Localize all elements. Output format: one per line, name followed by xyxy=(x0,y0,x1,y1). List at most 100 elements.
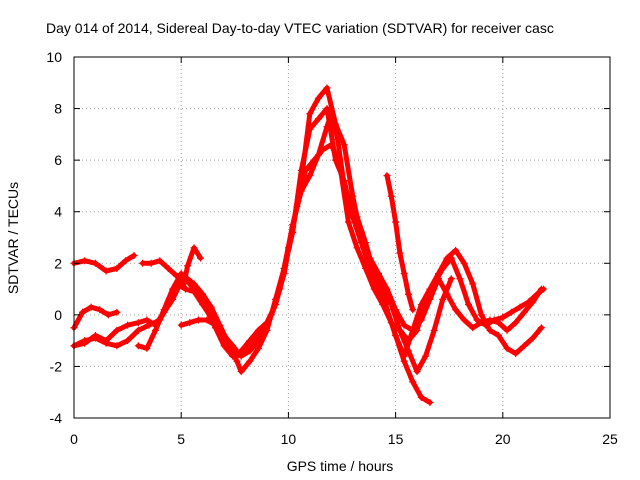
data-point-marker xyxy=(184,262,192,270)
data-point-marker xyxy=(310,156,318,164)
data-point-marker xyxy=(91,334,99,342)
data-point-marker xyxy=(220,342,228,350)
data-point-marker xyxy=(520,308,528,316)
data-point-marker xyxy=(124,321,132,329)
data-point-marker xyxy=(246,357,254,365)
data-point-marker xyxy=(400,270,408,278)
data-point-marker xyxy=(383,172,391,180)
data-point-marker xyxy=(469,280,477,288)
data-point-marker xyxy=(409,378,417,386)
data-point-marker xyxy=(194,316,202,324)
data-point-marker xyxy=(280,270,288,278)
data-point-marker xyxy=(332,156,340,164)
data-point-marker xyxy=(212,321,220,329)
data-point-marker xyxy=(404,347,412,355)
data-point-marker xyxy=(507,308,515,316)
data-point-marker xyxy=(156,257,164,265)
y-tick-label: 10 xyxy=(46,49,62,65)
data-point-marker xyxy=(387,301,395,309)
data-point-marker xyxy=(353,213,361,221)
data-point-marker xyxy=(139,259,147,267)
data-point-marker xyxy=(96,306,104,314)
data-point-marker xyxy=(79,308,87,316)
data-point-marker xyxy=(169,285,177,293)
data-point-marker xyxy=(314,94,322,102)
data-point-marker xyxy=(400,321,408,329)
data-point-marker xyxy=(392,218,400,226)
x-tick-label: 25 xyxy=(602,431,618,447)
data-point-marker xyxy=(499,313,507,321)
data-point-marker xyxy=(102,267,110,275)
data-point-marker xyxy=(469,324,477,332)
data-point-marker xyxy=(396,326,404,334)
data-point-marker xyxy=(323,84,331,92)
data-point-marker xyxy=(512,350,520,358)
data-point-marker xyxy=(306,110,314,118)
data-point-marker xyxy=(332,120,340,128)
data-point-marker xyxy=(194,290,202,298)
data-point-marker xyxy=(143,344,151,352)
data-point-marker xyxy=(104,311,112,319)
data-point-marker xyxy=(220,331,228,339)
x-tick-label: 5 xyxy=(177,431,185,447)
data-point-marker xyxy=(254,337,262,345)
data-point-marker xyxy=(537,285,545,293)
data-point-marker xyxy=(246,337,254,345)
data-point-marker xyxy=(143,316,151,324)
data-point-marker xyxy=(113,326,121,334)
data-point-marker xyxy=(520,342,528,350)
data-point-marker xyxy=(447,254,455,262)
data-point-marker xyxy=(426,295,434,303)
data-point-marker xyxy=(186,280,194,288)
data-point-marker xyxy=(404,290,412,298)
data-point-marker xyxy=(439,295,447,303)
data-point-marker xyxy=(344,218,352,226)
data-point-marker xyxy=(177,321,185,329)
data-point-marker xyxy=(447,275,455,283)
y-tick-label: 8 xyxy=(54,101,62,117)
data-point-marker xyxy=(370,270,378,278)
data-point-marker xyxy=(387,192,395,200)
data-point-marker xyxy=(164,264,172,272)
data-point-marker xyxy=(102,339,110,347)
data-point-marker xyxy=(207,303,215,311)
data-point-marker xyxy=(263,321,271,329)
axis-ticks xyxy=(73,56,611,419)
data-point-marker xyxy=(81,337,89,345)
x-tick-label: 20 xyxy=(495,431,511,447)
series-line-trace-h xyxy=(354,214,454,375)
y-tick-label: 6 xyxy=(54,152,62,168)
data-point-marker xyxy=(409,306,417,314)
plot-frame xyxy=(73,56,611,419)
x-tick-label: 10 xyxy=(281,431,297,447)
data-point-marker xyxy=(147,259,155,267)
data-point-marker xyxy=(477,311,485,319)
data-point-marker xyxy=(426,399,434,407)
data-point-marker xyxy=(430,326,438,334)
data-point-marker xyxy=(181,285,189,293)
x-tick-label: 0 xyxy=(70,431,78,447)
data-point-marker xyxy=(516,303,524,311)
data-point-marker xyxy=(272,301,280,309)
y-tick-label: -4 xyxy=(50,410,63,426)
data-point-marker xyxy=(151,326,159,334)
x-tick-label: 15 xyxy=(388,431,404,447)
data-point-marker xyxy=(383,306,391,314)
data-point-marker xyxy=(529,334,537,342)
data-point-marker xyxy=(495,319,503,327)
data-point-marker xyxy=(254,326,262,334)
y-tick-label: -2 xyxy=(50,358,63,374)
data-point-marker xyxy=(203,306,211,314)
data-point-marker xyxy=(134,326,142,334)
data-point-marker xyxy=(392,331,400,339)
data-point-marker xyxy=(237,352,245,360)
chart-title: Day 014 of 2014, Sidereal Day-to-day VTE… xyxy=(46,20,554,36)
data-point-marker xyxy=(434,275,442,283)
data-point-marker xyxy=(417,393,425,401)
data-point-marker xyxy=(460,316,468,324)
data-point-marker xyxy=(177,270,185,278)
data-point-marker xyxy=(537,324,545,332)
data-point-marker xyxy=(413,368,421,376)
data-point-marker xyxy=(503,326,511,334)
